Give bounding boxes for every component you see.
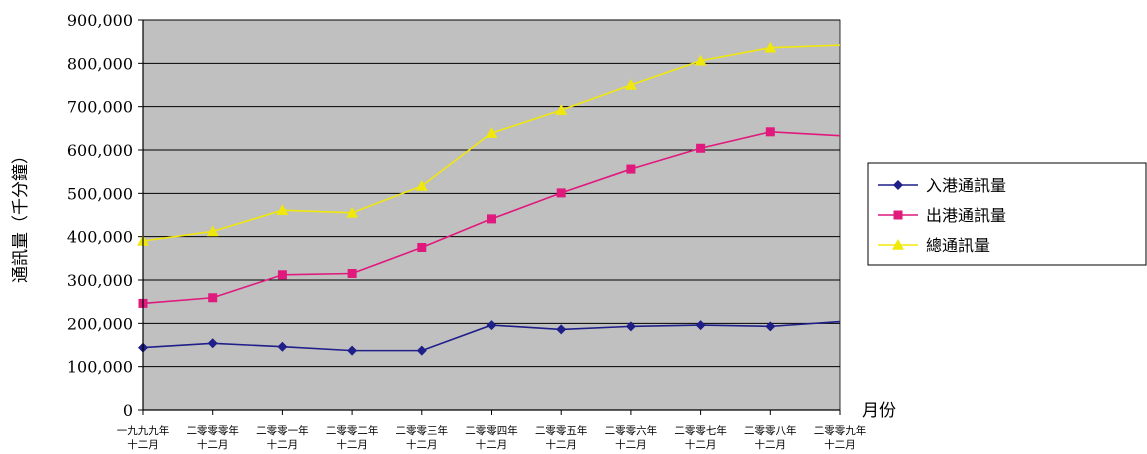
- x-tick-label: 一九九九年十二月: [117, 424, 170, 451]
- data-point-marker: [626, 164, 636, 174]
- data-point-marker: [346, 206, 359, 218]
- x-tick-label-line: 十二月: [685, 438, 717, 451]
- gridlines: [143, 19, 840, 368]
- y-tick-label: 400,000: [67, 228, 133, 247]
- x-tick-label-line: 二零零二年: [326, 424, 379, 437]
- data-point-marker: [347, 345, 358, 356]
- x-tick-label: 二零零四年十二月: [465, 424, 518, 451]
- data-point-marker: [207, 338, 218, 349]
- y-tick-label: 700,000: [67, 98, 133, 117]
- data-point-marker: [765, 321, 776, 332]
- data-point-marker: [893, 210, 903, 220]
- data-point-marker: [555, 104, 568, 115]
- x-tick-label-line: 十二月: [615, 438, 647, 451]
- legend-label: 出港通訊量: [926, 206, 1006, 225]
- data-point-marker: [276, 204, 289, 216]
- data-point-marker: [487, 214, 496, 224]
- x-tick-label-line: 一九九九年: [117, 424, 170, 437]
- x-tick-label-line: 二零零五年: [535, 424, 588, 437]
- y-tick-label: 100,000: [67, 358, 133, 377]
- data-point-marker: [206, 225, 219, 237]
- legend-label: 總通訊量: [926, 236, 990, 255]
- x-tick-label-line: 二零零六年: [605, 424, 658, 437]
- data-point-marker: [764, 41, 777, 53]
- x-tick-label-line: 二零零九年: [814, 424, 867, 437]
- data-point-marker: [277, 270, 287, 280]
- data-point-marker: [695, 320, 706, 331]
- x-tick-label-line: 十二月: [824, 438, 856, 451]
- data-point-marker: [208, 293, 218, 303]
- data-point-marker: [694, 54, 707, 66]
- data-point-marker: [893, 180, 903, 190]
- data-point-marker: [485, 127, 498, 138]
- legend-box: [867, 162, 1147, 266]
- x-tick-label-line: 二零零四年: [465, 424, 518, 437]
- x-tick-label: 二零零二年十二月: [326, 424, 379, 451]
- data-point-marker: [486, 320, 497, 331]
- series-markers: [137, 41, 777, 356]
- x-tick-label-line: 十二月: [267, 438, 299, 451]
- x-tick-label: 二零零七年十二月: [674, 424, 727, 451]
- x-tick-label: 二零零零年十二月: [186, 424, 239, 451]
- data-point-marker: [415, 179, 428, 191]
- y-tick-label: 0: [123, 401, 133, 420]
- data-point-marker: [624, 79, 637, 90]
- y-axis-label: 通訊量（千分鐘）: [11, 147, 31, 283]
- data-point-marker: [556, 324, 567, 335]
- x-axis-label: 月份: [862, 401, 896, 421]
- data-point-marker: [556, 188, 566, 198]
- data-point-marker: [416, 345, 427, 356]
- y-tick-label: 600,000: [67, 141, 133, 160]
- x-tick-label: 二零零五年十二月: [535, 424, 588, 451]
- x-tick-label-line: 十二月: [755, 438, 787, 451]
- x-tick-label-line: 十二月: [197, 438, 229, 451]
- data-point-marker: [892, 239, 904, 250]
- data-point-marker: [277, 341, 288, 352]
- x-tick-label: 二零零九年十二月: [814, 424, 867, 451]
- y-axis-ticks: 0 100,000 200,000 300,000 400,000 500,000 600,…: [67, 11, 143, 420]
- y-tick-label: 800,000: [67, 54, 133, 73]
- x-tick-label-line: 十二月: [406, 438, 438, 451]
- x-tick-label: 二零零八年十二月: [744, 424, 797, 451]
- x-tick-label: 二零零三年十二月: [396, 424, 449, 451]
- x-tick-label: 二零零六年十二月: [605, 424, 658, 451]
- x-tick-label-line: 十二月: [336, 438, 368, 451]
- x-tick-label-line: 二零零一年: [256, 424, 309, 437]
- legend-label: 入港通訊量: [926, 176, 1006, 195]
- y-tick-label: 900,000: [67, 11, 133, 30]
- x-tick-label-line: 二零零八年: [744, 424, 797, 437]
- x-axis-ticks: 一九九九年十二月二零零零年十二月二零零一年十二月二零零二年十二月二零零三年十二月…: [117, 410, 867, 451]
- data-point-marker: [696, 143, 706, 153]
- x-tick-label-line: 十二月: [127, 438, 159, 451]
- data-point-marker: [417, 243, 427, 252]
- y-tick-label: 500,000: [67, 184, 133, 203]
- x-tick-label-line: 二零零三年: [396, 424, 449, 437]
- data-point-marker: [765, 127, 775, 137]
- x-tick-label: 二零零一年十二月: [256, 424, 309, 451]
- x-tick-label-line: 二零零七年: [674, 424, 727, 437]
- data-point-marker: [347, 269, 357, 278]
- x-tick-label-line: 二零零零年: [186, 424, 239, 437]
- x-tick-label-line: 十二月: [476, 438, 508, 451]
- x-tick-label-line: 十二月: [545, 438, 577, 451]
- y-tick-label: 200,000: [67, 314, 133, 333]
- data-point-marker: [625, 321, 636, 332]
- y-tick-label: 300,000: [67, 271, 133, 290]
